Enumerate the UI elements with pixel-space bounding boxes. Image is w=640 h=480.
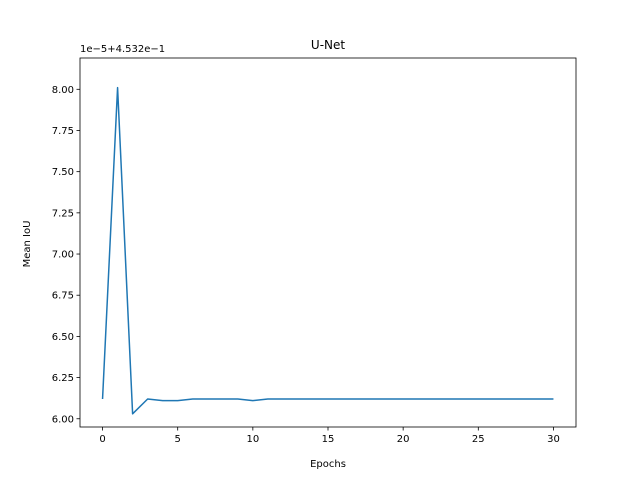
y-tick-label: 7.00 [52, 250, 74, 261]
y-tick-label: 6.00 [52, 414, 74, 425]
x-axis-label: Epochs [310, 459, 346, 470]
series-line [101, 86, 554, 415]
y-offset-label: 1e−5+4.532e−1 [80, 44, 165, 55]
x-tick-label: 15 [322, 434, 335, 445]
y-tick-label: 6.25 [52, 373, 74, 384]
x-tick-label: 0 [99, 434, 105, 445]
x-tick-label: 5 [175, 434, 181, 445]
x-tick-label: 30 [547, 434, 560, 445]
x-tick-label: 10 [246, 434, 259, 445]
x-tick-label: 25 [472, 434, 485, 445]
x-axis: 0 5 10 15 20 25 30 [99, 427, 560, 445]
y-tick-label: 7.75 [52, 126, 74, 137]
plot-area [79, 57, 577, 428]
y-tick-label: 7.25 [52, 208, 74, 219]
plot-frame [79, 57, 577, 428]
y-tick-label: 6.75 [52, 291, 74, 302]
y-axis: 6.00 6.25 6.50 6.75 7.00 7.25 7.50 7.75 8.00 [52, 85, 80, 425]
x-tick-label: 20 [397, 434, 410, 445]
y-tick-label: 8.00 [52, 85, 74, 96]
chart-title: U-Net [311, 38, 345, 52]
y-tick-label: 6.50 [52, 332, 74, 343]
series-layer [101, 86, 554, 415]
y-axis-label: Mean IoU [22, 221, 33, 268]
y-tick-label: 7.50 [52, 167, 74, 178]
